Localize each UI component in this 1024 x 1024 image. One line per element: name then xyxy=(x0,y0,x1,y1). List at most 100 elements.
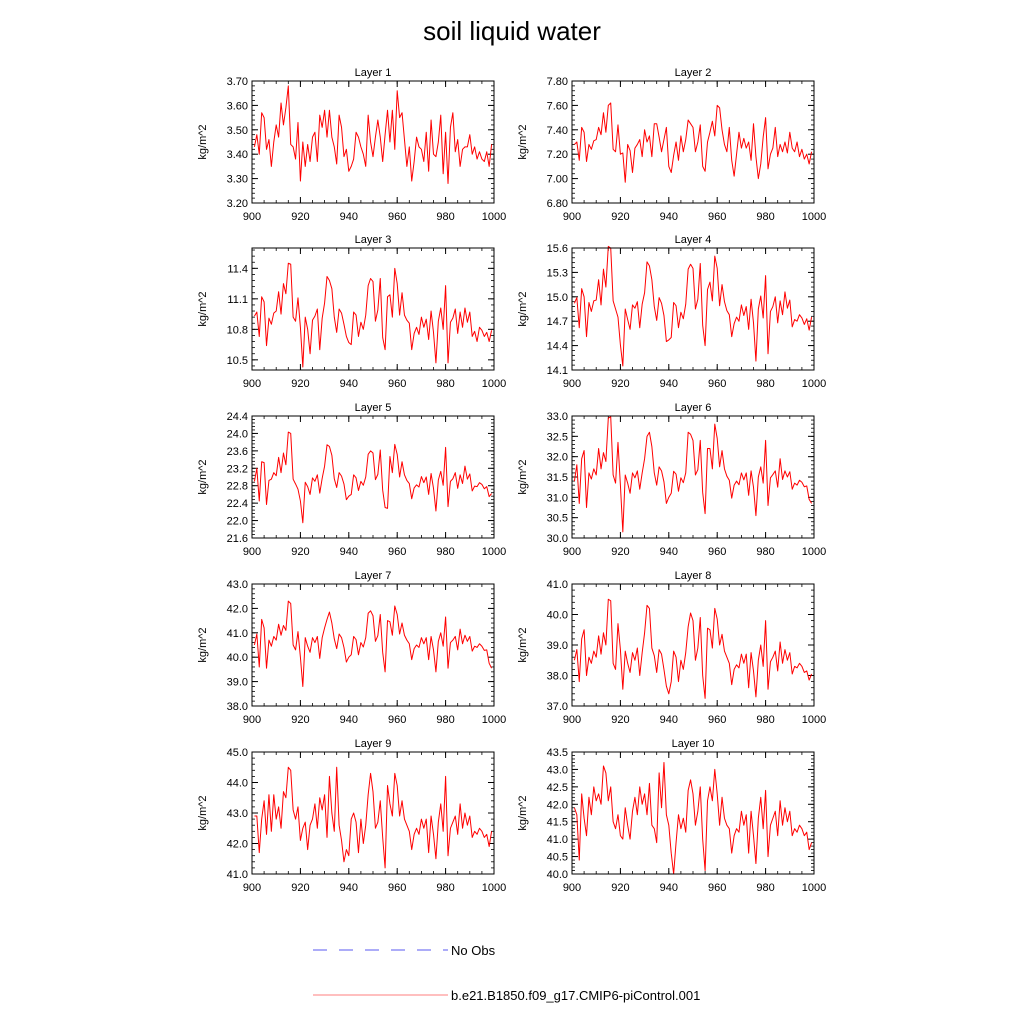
y-tick-label: 40.5 xyxy=(547,852,568,864)
series-line xyxy=(253,600,493,687)
panel-title: Layer 8 xyxy=(675,570,712,582)
y-tick-label: 41.0 xyxy=(547,834,568,846)
x-tick-label: 1000 xyxy=(802,378,826,390)
y-tick-label: 3.70 xyxy=(227,76,248,88)
x-tick-label: 920 xyxy=(291,378,309,390)
panel-title: Layer 4 xyxy=(675,234,712,246)
panel-title: Layer 3 xyxy=(355,234,392,246)
x-tick-label: 940 xyxy=(340,211,358,223)
series-line xyxy=(573,598,813,699)
y-tick-label: 15.0 xyxy=(547,292,568,304)
x-tick-label: 920 xyxy=(611,378,629,390)
panel-layer-3: Layer 3 kg/m^2 900 920 940 960 980 1000 10.5 10.8… xyxy=(197,234,506,390)
y-tick-label: 21.6 xyxy=(227,533,248,545)
x-tick-label: 980 xyxy=(756,714,774,726)
y-tick-label: 3.60 xyxy=(227,100,248,112)
x-tick-label: 940 xyxy=(340,546,358,558)
y-tick-label: 11.4 xyxy=(227,263,248,275)
plot-frame xyxy=(571,583,815,707)
x-tick-label: 960 xyxy=(708,546,726,558)
x-tick-label: 920 xyxy=(291,546,309,558)
panel-layer-6: Layer 6 kg/m^2 900 920 940 960 980 1000 30.0 30.5… xyxy=(517,402,826,558)
panel-layer-1: Layer 1 kg/m^2 900 920 940 960 980 1000 3.20 3.30… xyxy=(197,67,506,223)
x-tick-label: 900 xyxy=(563,882,581,894)
x-tick-label: 960 xyxy=(708,211,726,223)
y-tick-label: 10.8 xyxy=(227,324,248,336)
panels: Layer 1 kg/m^2 900 920 940 960 980 1000 3.20 3.30… xyxy=(197,67,826,894)
panel-title: Layer 7 xyxy=(355,570,392,582)
y-tick-label: 39.0 xyxy=(227,677,248,689)
y-axis-label: kg/m^2 xyxy=(517,291,529,326)
x-tick-label: 900 xyxy=(563,546,581,558)
x-tick-label: 960 xyxy=(388,546,406,558)
x-tick-label: 900 xyxy=(243,211,261,223)
x-tick-label: 900 xyxy=(243,714,261,726)
y-axis-label: kg/m^2 xyxy=(517,459,529,494)
y-tick-label: 23.6 xyxy=(227,446,248,458)
y-tick-label: 40.0 xyxy=(227,652,248,664)
x-tick-label: 1000 xyxy=(482,211,506,223)
x-tick-label: 980 xyxy=(436,714,454,726)
y-tick-label: 42.0 xyxy=(547,799,568,811)
legend-obs-label: No Obs xyxy=(451,943,496,958)
panel-layer-7: Layer 7 kg/m^2 900 920 940 960 980 1000 38.0 39.0… xyxy=(197,570,506,726)
y-tick-label: 31.0 xyxy=(547,492,568,504)
x-tick-label: 960 xyxy=(388,714,406,726)
y-tick-label: 3.20 xyxy=(227,198,248,210)
y-tick-label: 37.0 xyxy=(547,701,568,713)
y-tick-label: 30.0 xyxy=(547,533,568,545)
y-tick-label: 15.6 xyxy=(547,243,568,255)
x-tick-label: 960 xyxy=(708,378,726,390)
x-tick-label: 920 xyxy=(291,882,309,894)
y-tick-label: 41.0 xyxy=(227,869,248,881)
panel-layer-8: Layer 8 kg/m^2 900 920 940 960 980 1000 37.0 38.0… xyxy=(517,570,826,726)
y-tick-label: 43.0 xyxy=(227,808,248,820)
y-tick-label: 31.5 xyxy=(547,472,568,484)
y-axis-label: kg/m^2 xyxy=(517,627,529,662)
y-tick-label: 32.5 xyxy=(547,431,568,443)
y-tick-label: 10.5 xyxy=(227,355,248,367)
x-tick-label: 900 xyxy=(243,882,261,894)
x-tick-label: 940 xyxy=(660,714,678,726)
y-tick-label: 44.0 xyxy=(227,778,248,790)
y-tick-label: 14.7 xyxy=(547,316,568,328)
panel-layer-10: Layer 10 kg/m^2 900 920 940 960 980 1000 40.0 40.… xyxy=(517,738,826,894)
panel-title: Layer 2 xyxy=(675,67,712,79)
x-tick-label: 1000 xyxy=(482,546,506,558)
y-tick-label: 6.80 xyxy=(547,198,568,210)
plot-frame xyxy=(571,80,815,204)
y-tick-label: 45.0 xyxy=(227,747,248,759)
x-tick-label: 940 xyxy=(660,546,678,558)
y-tick-label: 3.50 xyxy=(227,125,248,137)
y-tick-label: 11.1 xyxy=(227,294,248,306)
x-tick-label: 900 xyxy=(563,211,581,223)
y-tick-label: 15.3 xyxy=(547,267,568,279)
x-tick-label: 980 xyxy=(436,211,454,223)
y-tick-label: 42.0 xyxy=(227,839,248,851)
series-line xyxy=(253,85,493,184)
x-tick-label: 980 xyxy=(756,211,774,223)
x-tick-label: 1000 xyxy=(482,714,506,726)
x-tick-label: 940 xyxy=(340,378,358,390)
y-tick-label: 41.0 xyxy=(547,579,568,591)
x-tick-label: 900 xyxy=(243,378,261,390)
plot-frame xyxy=(251,583,495,707)
x-tick-label: 1000 xyxy=(482,378,506,390)
x-tick-label: 980 xyxy=(756,546,774,558)
series-line xyxy=(573,761,813,875)
y-axis-label: kg/m^2 xyxy=(517,124,529,159)
series-line xyxy=(253,262,493,368)
x-tick-label: 960 xyxy=(388,211,406,223)
y-tick-label: 39.0 xyxy=(547,640,568,652)
plot-frame xyxy=(571,751,815,875)
y-tick-label: 43.0 xyxy=(547,764,568,776)
y-tick-label: 40.0 xyxy=(547,610,568,622)
plot-frame xyxy=(571,247,815,371)
x-tick-label: 920 xyxy=(291,211,309,223)
x-tick-label: 920 xyxy=(291,714,309,726)
y-tick-label: 3.40 xyxy=(227,149,248,161)
y-tick-label: 22.0 xyxy=(227,516,248,528)
x-tick-label: 920 xyxy=(611,882,629,894)
x-tick-label: 1000 xyxy=(802,714,826,726)
